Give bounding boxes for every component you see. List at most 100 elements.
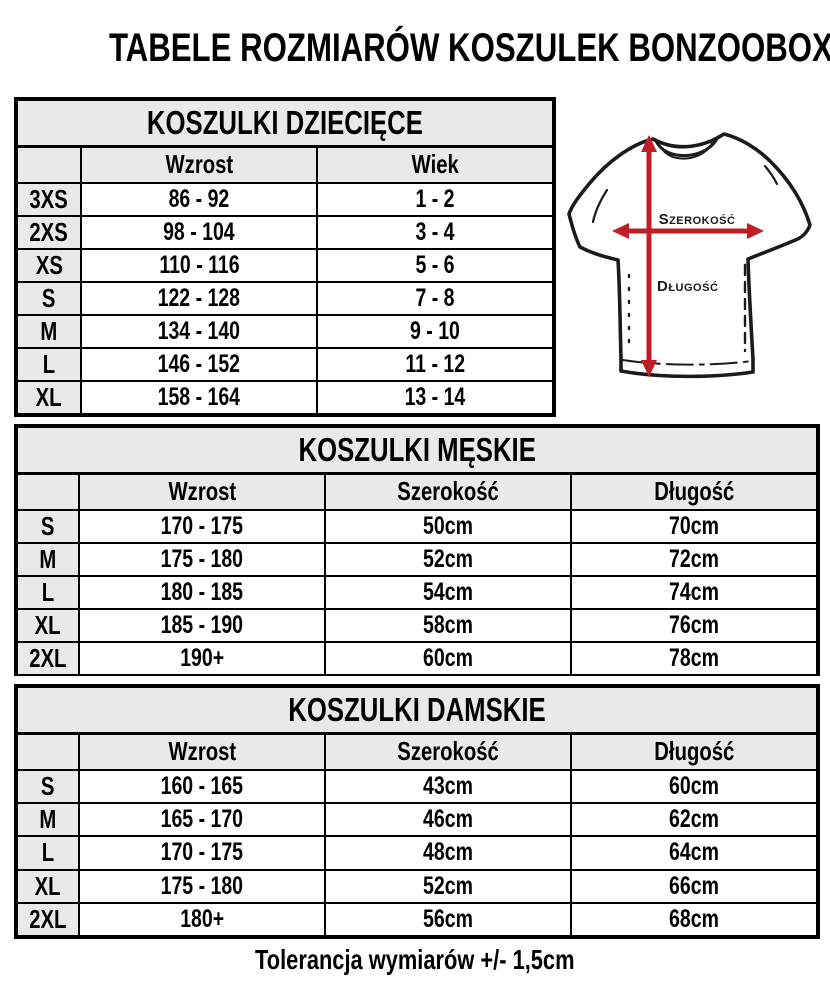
size-label: XL [35, 870, 61, 901]
arrow-heads [612, 135, 764, 377]
size-cell: L [16, 835, 80, 871]
table-row: XL 158 - 164 13 - 14 [16, 380, 554, 415]
table-row: L 180 - 185 54cm 74cm [16, 575, 818, 610]
table-row: XL 185 - 190 58cm 76cm [16, 608, 818, 643]
height-value: 134 - 140 [157, 317, 241, 345]
tolerance-note: Tolerancja wymiarów +/- 1,5cm [0, 944, 830, 976]
page-title-text: TABELE ROZMIARÓW KOSZULEK BONZOOBOX.PL [108, 26, 830, 70]
width-value: 54cm [423, 578, 473, 606]
width-label: Szerokość [659, 211, 736, 228]
length-value: 60cm [669, 772, 719, 801]
size-label: S [41, 511, 55, 541]
tshirt-outline [567, 132, 812, 379]
size-cell: M [16, 314, 82, 349]
age-value: 1 - 2 [415, 185, 455, 213]
width-value: 48cm [423, 838, 473, 867]
width-value: 56cm [423, 904, 473, 933]
width-value: 43cm [423, 772, 473, 801]
arrowhead-down [641, 360, 657, 377]
size-label: L [41, 577, 55, 607]
column-header-szerokosc: Szerokość [324, 472, 572, 511]
width-cell: 50cm [324, 509, 572, 544]
women-table-title: KOSZULKI DAMSKIE [288, 690, 546, 728]
width-cell: 58cm [324, 608, 572, 643]
height-value: 180+ [180, 904, 224, 933]
age-value: 7 - 8 [415, 284, 455, 312]
height-cell: 180 - 185 [78, 575, 326, 610]
width-cell: 43cm [324, 768, 572, 805]
szerokosc-header-label: Szerokość [397, 736, 499, 767]
width-value: 46cm [423, 805, 473, 834]
wzrost-header-label: Wzrost [168, 476, 236, 507]
age-value: 9 - 10 [410, 317, 460, 345]
age-cell: 9 - 10 [316, 314, 554, 349]
size-label: M [39, 544, 57, 574]
size-label: XL [35, 610, 61, 640]
men-table-title-cell: KOSZULKI MĘSKIE [16, 426, 818, 475]
height-value: 180 - 185 [160, 578, 244, 606]
width-cell: 52cm [324, 868, 572, 904]
table-row: 3XS 86 - 92 1 - 2 [16, 182, 554, 217]
table-header-row: Wzrost Szerokość Długość [16, 732, 818, 771]
length-cell: 62cm [570, 802, 818, 838]
szerokosc-header-label: Szerokość [397, 476, 499, 507]
width-value: 60cm [423, 644, 473, 672]
table-row: M 175 - 180 52cm 72cm [16, 542, 818, 577]
size-label: M [40, 316, 58, 346]
size-cell: S [16, 509, 80, 544]
men-table-title: KOSZULKI MĘSKIE [298, 430, 536, 468]
column-header-wzrost: Wzrost [80, 145, 318, 184]
children-sizes-table: KOSZULKI DZIECIĘCE Wzrost Wiek 3XS 86 - … [14, 97, 556, 417]
width-value: 50cm [423, 512, 473, 540]
table-row: L 146 - 152 11 - 12 [16, 347, 554, 382]
height-cell: 134 - 140 [80, 314, 318, 349]
column-header-dlugosc: Długość [570, 472, 818, 511]
column-header-szerokosc: Szerokość [324, 732, 572, 771]
age-cell: 13 - 14 [316, 380, 554, 415]
page-title: TABELE ROZMIARÓW KOSZULEK BONZOOBOX.PL [0, 26, 830, 70]
height-value: 110 - 116 [158, 251, 240, 279]
length-cell: 78cm [570, 641, 818, 676]
size-cell: 3XS [16, 182, 82, 217]
height-value: 185 - 190 [160, 611, 244, 639]
table-header-row: Wzrost Szerokość Długość [16, 472, 818, 511]
size-cell: S [16, 281, 82, 316]
length-cell: 64cm [570, 835, 818, 871]
height-value: 122 - 128 [157, 284, 241, 312]
height-cell: 170 - 175 [78, 509, 326, 544]
height-cell: 180+ [78, 901, 326, 938]
length-cell: 70cm [570, 509, 818, 544]
corner-cell [16, 732, 80, 771]
height-value: 160 - 165 [160, 772, 244, 801]
size-label: S [41, 771, 55, 802]
table-row: M 134 - 140 9 - 10 [16, 314, 554, 349]
size-label: M [39, 804, 57, 835]
size-cell: L [16, 575, 80, 610]
length-value: 70cm [669, 512, 719, 540]
size-label: L [41, 837, 55, 868]
women-table-title-cell: KOSZULKI DAMSKIE [16, 686, 818, 735]
collar-detail [654, 135, 720, 160]
table-row: 2XL 190+ 60cm 78cm [16, 641, 818, 676]
table-row: 2XL 180+ 56cm 68cm [16, 901, 818, 938]
age-cell: 3 - 4 [316, 215, 554, 250]
age-value: 5 - 6 [415, 251, 455, 279]
size-label: S [42, 283, 56, 313]
table-title-row: KOSZULKI DAMSKIE [16, 686, 818, 735]
height-value: 170 - 175 [160, 838, 244, 867]
table-title-row: KOSZULKI MĘSKIE [16, 426, 818, 475]
size-cell: XL [16, 380, 82, 415]
height-value: 190+ [180, 644, 224, 672]
size-label: 2XL [29, 643, 67, 673]
width-cell: 56cm [324, 901, 572, 938]
children-table-title: KOSZULKI DZIECIĘCE [146, 103, 423, 141]
table-row: XL 175 - 180 52cm 66cm [16, 868, 818, 904]
length-cell: 74cm [570, 575, 818, 610]
length-cell: 66cm [570, 868, 818, 904]
height-cell: 158 - 164 [80, 380, 318, 415]
height-cell: 122 - 128 [80, 281, 318, 316]
length-value: 78cm [669, 644, 719, 672]
size-label: XS [35, 250, 63, 280]
length-value: 66cm [669, 871, 719, 900]
corner-cell [16, 472, 80, 511]
